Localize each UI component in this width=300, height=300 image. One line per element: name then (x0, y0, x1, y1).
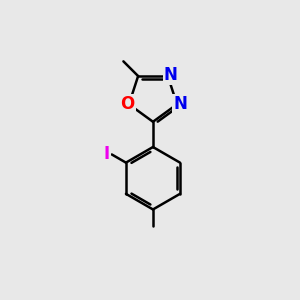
Text: N: N (164, 66, 178, 84)
Text: O: O (120, 95, 135, 113)
Text: N: N (173, 95, 187, 113)
Text: I: I (103, 146, 109, 164)
